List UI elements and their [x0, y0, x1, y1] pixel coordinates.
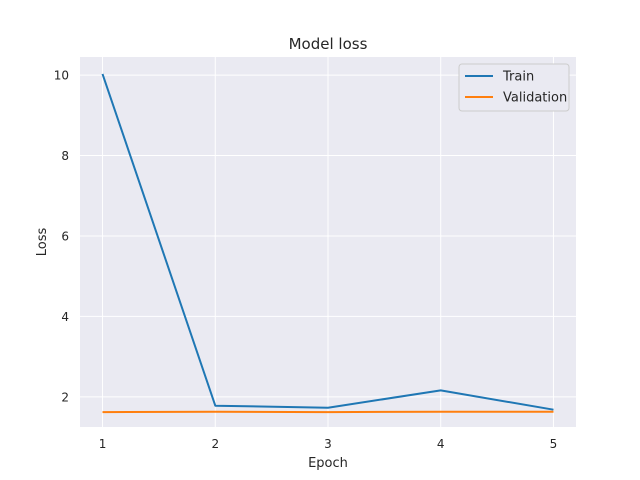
x-axis-label: Epoch: [308, 456, 348, 471]
x-tick-label: 1: [99, 437, 107, 451]
y-tick-labels: 2 4 6 8 10: [54, 69, 69, 405]
series-lines: [101, 73, 554, 414]
x-tick-label: 4: [437, 437, 445, 451]
x-tick-labels: 1 2 3 4 5: [99, 437, 558, 451]
y-tick-label: 2: [61, 390, 69, 404]
grid-lines: [80, 57, 576, 427]
y-tick-label: 6: [61, 229, 69, 243]
legend: Train Validation: [458, 63, 570, 112]
y-tick-label: 4: [61, 310, 69, 324]
x-tick-label: 3: [324, 437, 332, 451]
x-tick-label: 2: [211, 437, 219, 451]
chart-title: Model loss: [289, 35, 368, 53]
y-tick-label: 8: [61, 149, 69, 163]
legend-label-validation: Validation: [503, 91, 567, 106]
series-line-train: [101, 73, 554, 411]
x-tick-label: 5: [550, 437, 558, 451]
y-axis-label: Loss: [35, 228, 50, 257]
legend-label-train: Train: [502, 70, 534, 85]
y-tick-label: 10: [54, 69, 69, 83]
